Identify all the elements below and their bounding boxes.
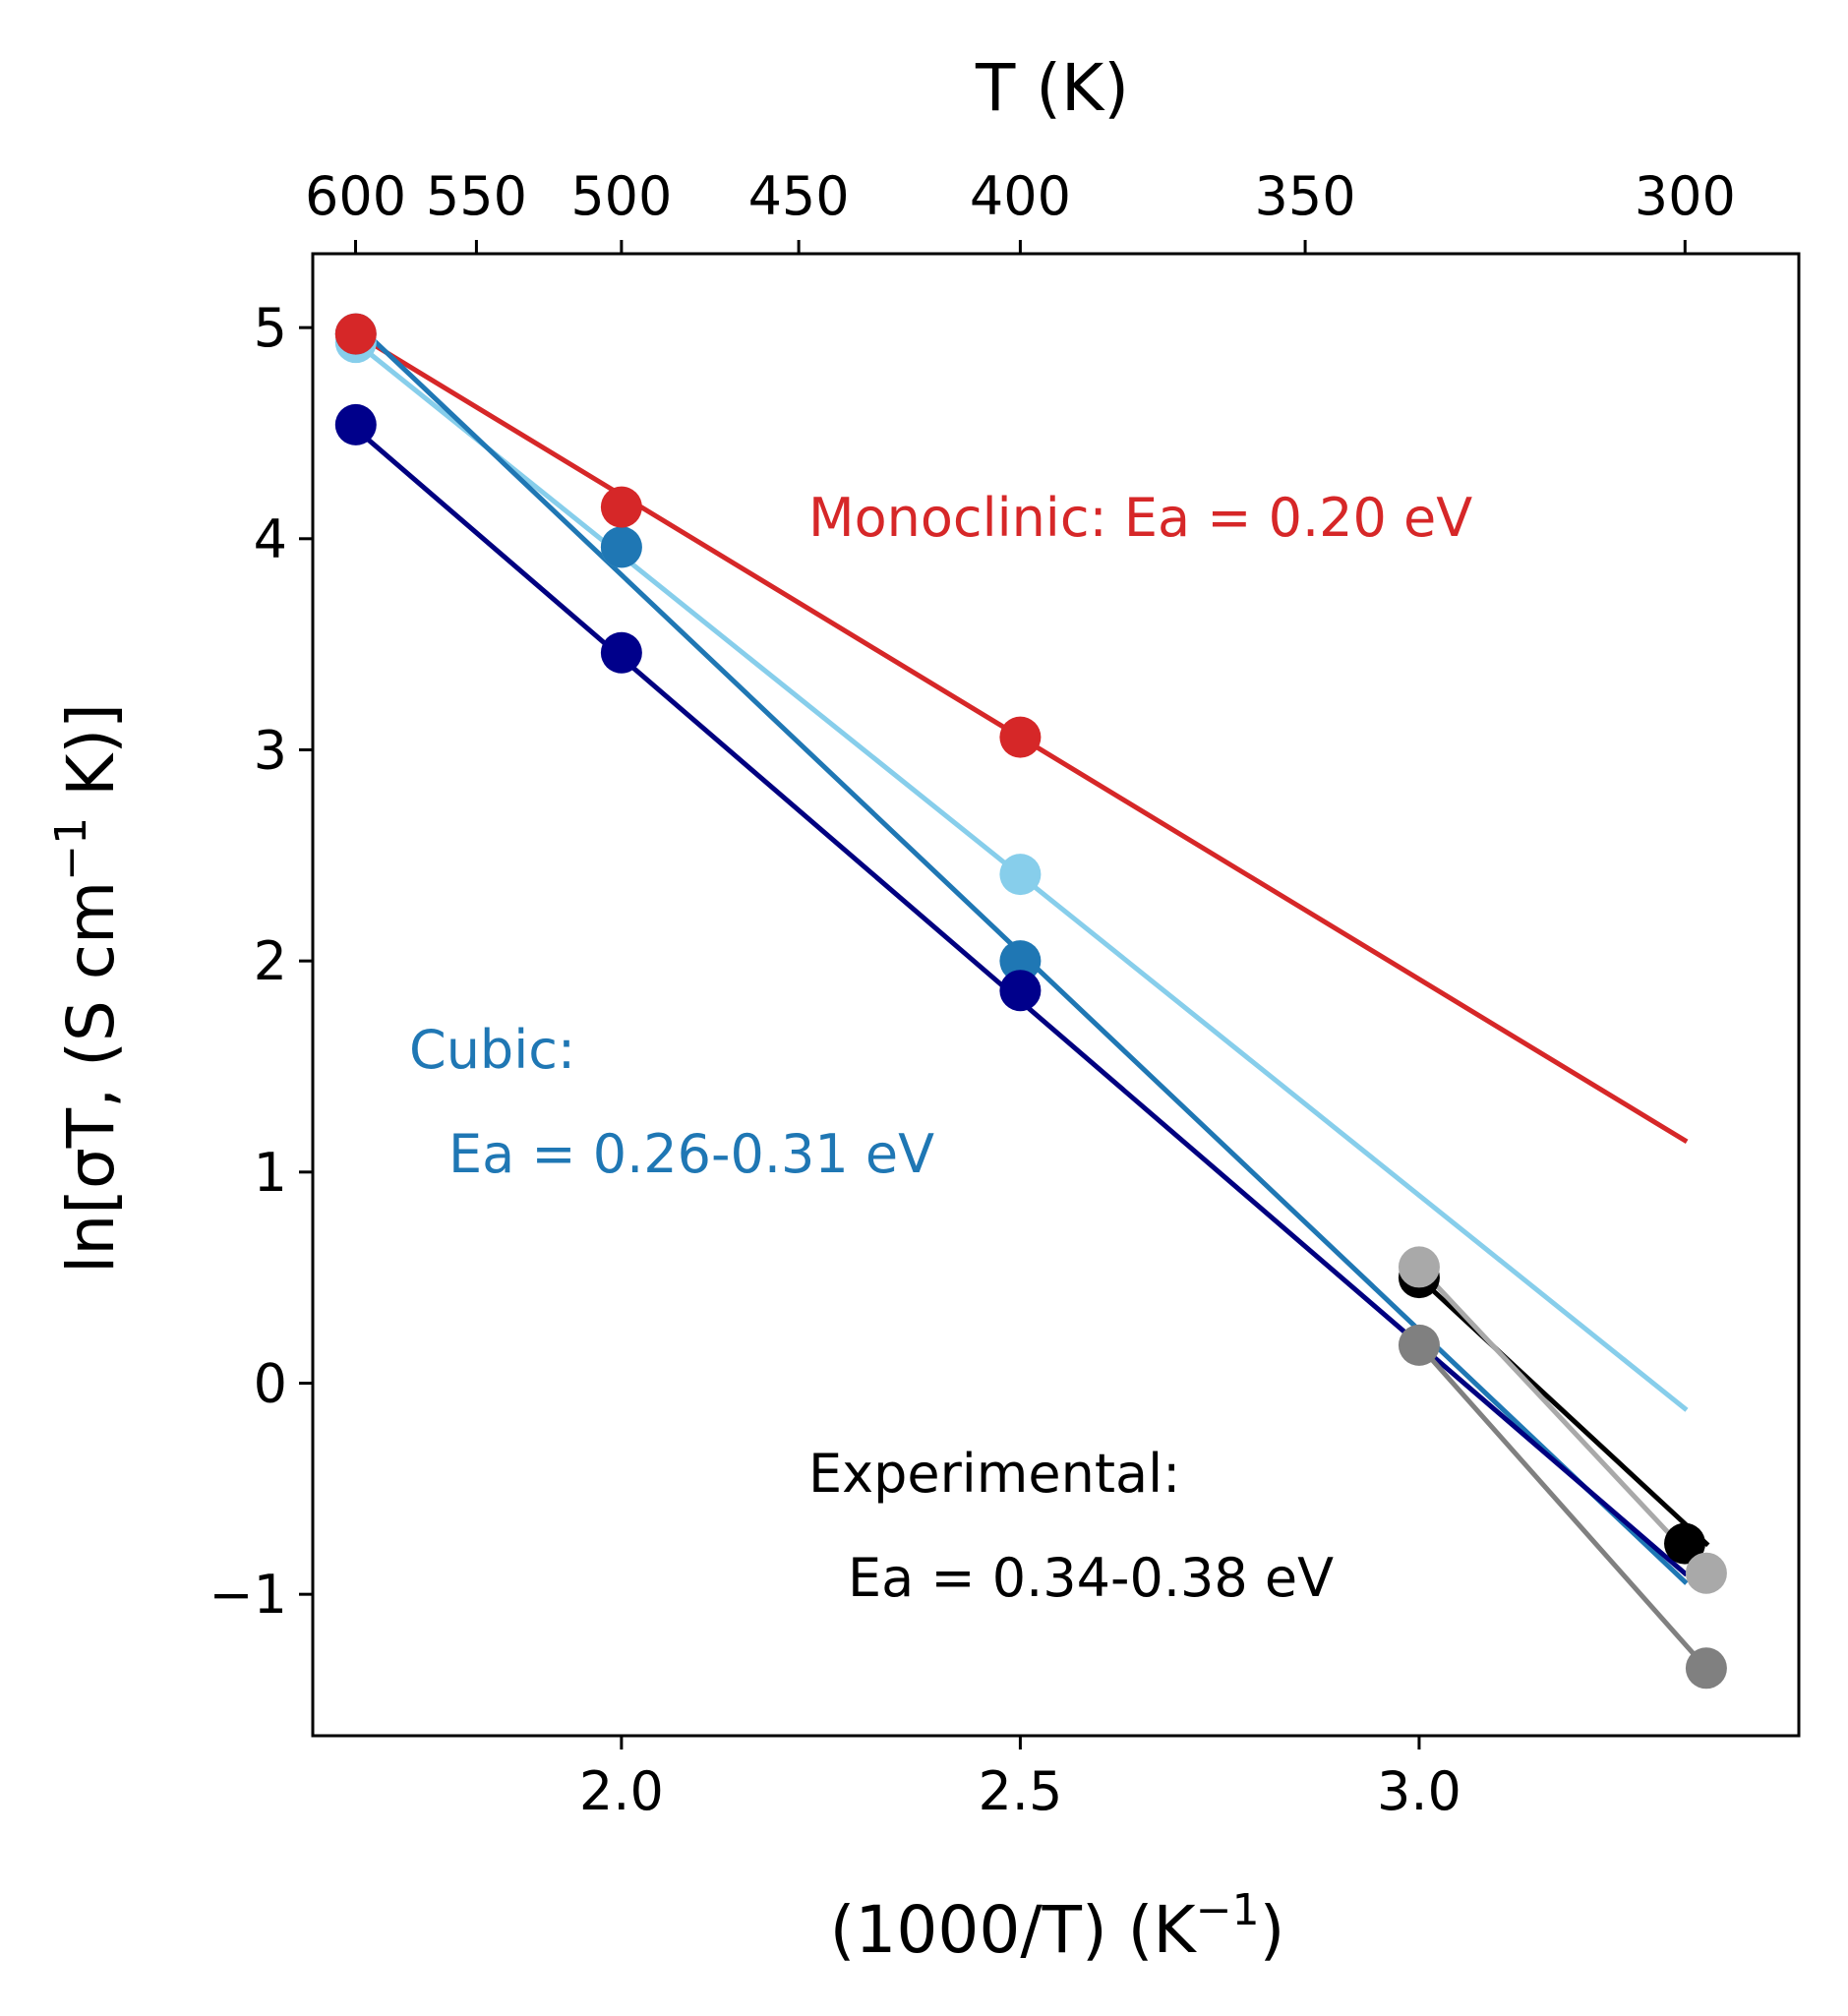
annotation-experimental-ea: Ea = 0.34-0.38 eV (848, 1547, 1334, 1609)
top-tick-label-1: 550 (426, 165, 527, 227)
y-tick-label-6: 5 (254, 297, 287, 359)
annotation-cubic-label: Cubic: (409, 1019, 575, 1081)
plot-frame (311, 252, 1801, 1738)
fit-line-6 (1415, 1341, 1710, 1672)
data-point-s1-p2 (999, 940, 1042, 982)
top-axis-title: T (K) (975, 50, 1129, 126)
y-tick-label-3: 2 (254, 930, 287, 992)
x-axis-title: (1000/T) (K−1) (830, 1885, 1285, 1968)
y-tick-label-1: 0 (254, 1352, 287, 1414)
annotation-cubic-ea: Ea = 0.26-0.31 eV (448, 1123, 934, 1185)
annotation-experimental-label: Experimental: (808, 1443, 1180, 1505)
top-tick-label-5: 350 (1255, 165, 1356, 227)
x-tick-label-2: 3.0 (1377, 1760, 1461, 1822)
data-point-s6-p0 (1398, 1324, 1440, 1366)
data-point-s3-p1 (600, 486, 642, 528)
top-tick-label-2: 500 (570, 165, 672, 227)
y-tick-label-2: 1 (254, 1142, 287, 1204)
top-tick-label-3: 450 (748, 165, 850, 227)
y-tick-label-0: −1 (209, 1564, 287, 1626)
data-point-s5-p0 (1398, 1246, 1440, 1288)
data-points (334, 313, 1727, 1690)
x-axis-ticks: 2.0 2.5 3.0 (579, 1736, 1461, 1822)
top-axis-ticks: 600 550 500 450 400 350 300 (305, 165, 1736, 254)
data-point-s2-p2 (999, 970, 1042, 1012)
y-tick-label-4: 3 (254, 719, 287, 781)
data-point-s3-p2 (999, 716, 1042, 758)
y-tick-label-5: 4 (254, 508, 287, 570)
y-axis-ticks: −1 0 1 2 3 4 5 (209, 297, 313, 1626)
data-point-s3-p0 (334, 313, 377, 355)
data-point-s2-p0 (334, 403, 377, 445)
data-point-s6-p1 (1685, 1647, 1727, 1690)
fit-line-4 (1415, 1274, 1710, 1548)
data-point-s2-p1 (600, 631, 642, 674)
y-axis-title: ln[σT, (S cm−1 K)] (46, 703, 129, 1274)
data-point-s0-p2 (999, 854, 1042, 896)
fit-line-5 (1415, 1263, 1710, 1577)
data-point-s5-p1 (1685, 1552, 1727, 1594)
data-point-s1-p1 (600, 526, 642, 568)
top-tick-label-4: 400 (970, 165, 1071, 227)
x-tick-label-1: 2.5 (978, 1760, 1062, 1822)
x-tick-label-0: 2.0 (579, 1760, 664, 1822)
top-tick-label-6: 300 (1635, 165, 1736, 227)
top-tick-label-0: 600 (305, 165, 406, 227)
annotation-monoclinic: Monoclinic: Ea = 0.20 eV (808, 487, 1472, 549)
data-point-s4-p1 (1664, 1522, 1706, 1565)
